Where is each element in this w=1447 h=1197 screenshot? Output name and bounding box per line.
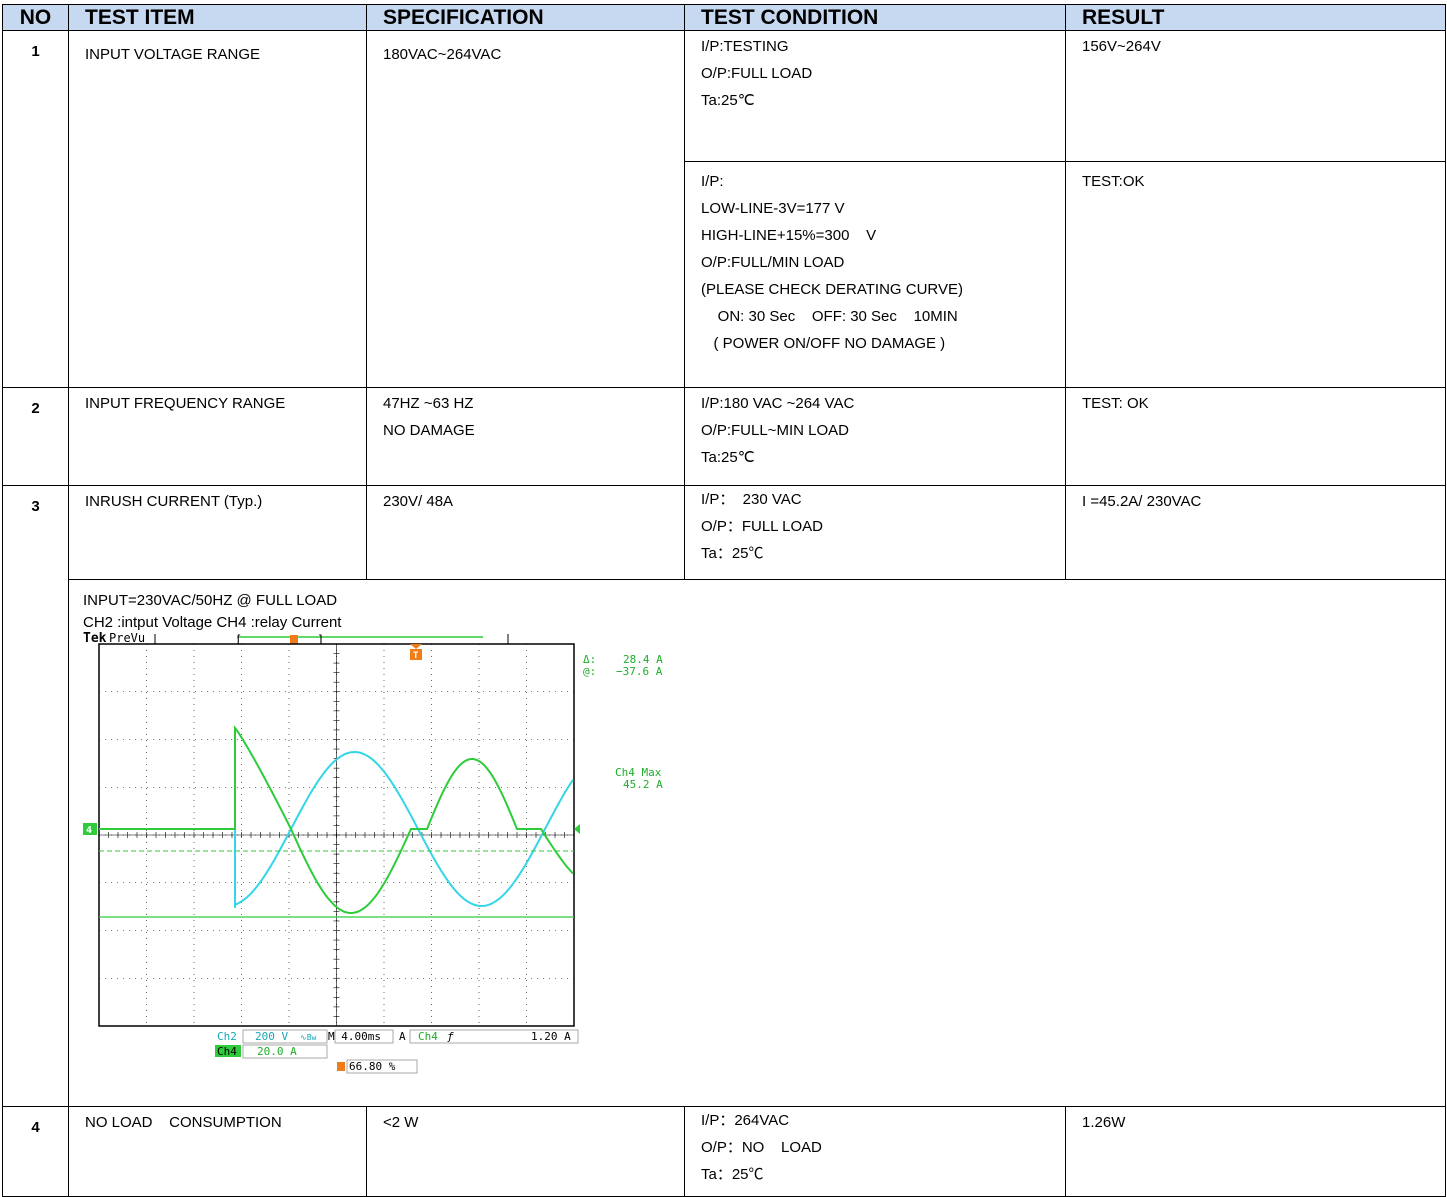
condition-cell: I/P： 230 VAC O/P：FULL LOAD Ta：25℃ (685, 486, 1066, 580)
ch2-scale: 200 V (255, 1030, 288, 1043)
condition-line: O/P：FULL LOAD (701, 513, 1049, 540)
cursor-at-label: @: (583, 665, 596, 678)
condition-line: Ta:25℃ (701, 87, 1049, 114)
row-number: 4 (3, 1107, 69, 1197)
specification-line: 47HZ ~63 HZ (383, 390, 668, 417)
scope-caption-channels: CH2 :intput Voltage CH4 :relay Current (83, 614, 1445, 632)
ch4-max-value: 45.2 A (623, 778, 663, 791)
condition-cell: I/P: LOW-LINE-3V=177 V HIGH-LINE+15%=300… (685, 162, 1066, 388)
header-test-item: TEST ITEM (69, 5, 367, 31)
specification-cell: 230V/ 48A (367, 486, 685, 580)
condition-line: I/P： 230 VAC (701, 486, 1049, 513)
ch2-coupling: ∿Bw (300, 1033, 317, 1042)
specification-line: 230V/ 48A (383, 488, 668, 515)
condition-line: O/P：NO LOAD (701, 1134, 1049, 1161)
trigger-position: 66.80 % (349, 1060, 396, 1073)
result-value: 1.26W (1082, 1109, 1429, 1136)
condition-line: O/P:FULL~MIN LOAD (701, 417, 1049, 444)
header-no: NO (3, 5, 69, 31)
table-row: 3 INRUSH CURRENT (Typ.) 230V/ 48A I/P： 2… (3, 486, 1446, 580)
result-cell: 156V~264V (1066, 31, 1446, 162)
condition-line: I/P: (701, 168, 1049, 195)
test-item-cell: INPUT VOLTAGE RANGE (69, 31, 367, 388)
trigger-position-icon (337, 1062, 345, 1071)
specification-cell: 180VAC~264VAC (367, 31, 685, 388)
scope-row: INPUT=230VAC/50HZ @ FULL LOAD CH2 :intpu… (3, 580, 1446, 1107)
header-result: RESULT (1066, 5, 1446, 31)
table-row: 1 INPUT VOLTAGE RANGE 180VAC~264VAC I/P:… (3, 31, 1446, 162)
row-number: 3 (3, 486, 69, 1107)
test-item-cell: INPUT FREQUENCY RANGE (69, 388, 367, 486)
test-item-cell: NO LOAD CONSUMPTION (69, 1107, 367, 1197)
condition-line: Ta：25℃ (701, 1161, 1049, 1188)
condition-line: O/P:FULL LOAD (701, 60, 1049, 87)
test-item: NO LOAD CONSUMPTION (85, 1109, 350, 1136)
test-item: INRUSH CURRENT (Typ.) (85, 488, 350, 515)
svg-text:4: 4 (86, 825, 92, 836)
header-specification: SPECIFICATION (367, 5, 685, 31)
condition-line: LOW-LINE-3V=177 V (701, 195, 1049, 222)
result-value: TEST:OK (1082, 168, 1429, 195)
condition-cell: I/P：264VAC O/P：NO LOAD Ta：25℃ (685, 1107, 1066, 1197)
result-value: TEST: OK (1082, 390, 1429, 417)
test-report-table: NO TEST ITEM SPECIFICATION TEST CONDITIO… (2, 4, 1446, 1197)
specification-line: <2 W (383, 1109, 668, 1136)
condition-line: Ta：25℃ (701, 540, 1049, 567)
condition-line: Ta:25℃ (701, 444, 1049, 471)
trigger-slope: ƒ (447, 1030, 454, 1043)
ch4-label: Ch4 (217, 1045, 237, 1058)
result-cell: TEST: OK (1066, 388, 1446, 486)
specification-cell: 47HZ ~63 HZ NO DAMAGE (367, 388, 685, 486)
trigger-channel: Ch4 (418, 1030, 438, 1043)
trigger-level-arrow (574, 824, 580, 834)
condition-line: I/P：264VAC (701, 1107, 1049, 1134)
table-row: 4 NO LOAD CONSUMPTION <2 W I/P：264VAC O/… (3, 1107, 1446, 1197)
trigger-position-marker (290, 635, 298, 644)
condition-line: ( POWER ON/OFF NO DAMAGE ) (701, 330, 1049, 357)
condition-line: I/P:TESTING (701, 33, 1049, 60)
header-test-condition: TEST CONDITION (685, 5, 1066, 31)
scope-cell: INPUT=230VAC/50HZ @ FULL LOAD CH2 :intpu… (69, 580, 1446, 1107)
result-value: I =45.2A/ 230VAC (1082, 488, 1429, 515)
row-number: 1 (3, 31, 69, 388)
result-cell: I =45.2A/ 230VAC (1066, 486, 1446, 580)
result-cell: 1.26W (1066, 1107, 1446, 1197)
condition-line: ON: 30 Sec OFF: 30 Sec 10MIN (701, 303, 1049, 330)
scope-screen: T (99, 644, 574, 1026)
specification-line: 180VAC~264VAC (383, 41, 668, 68)
oscilloscope-capture: Tek PreVu [ ] (83, 632, 683, 1077)
trigger-level: 1.20 A (531, 1030, 571, 1043)
timebase: M 4.00ms (328, 1030, 381, 1043)
svg-text:T: T (413, 651, 419, 661)
row-number: 2 (3, 388, 69, 486)
test-item-cell: INRUSH CURRENT (Typ.) (69, 486, 367, 580)
table-row: 2 INPUT FREQUENCY RANGE 47HZ ~63 HZ NO D… (3, 388, 1446, 486)
result-cell: TEST:OK (1066, 162, 1446, 388)
scope-mode: PreVu (109, 632, 145, 645)
condition-line: I/P:180 VAC ~264 VAC (701, 390, 1049, 417)
test-item: INPUT VOLTAGE RANGE (85, 41, 350, 68)
condition-line: HIGH-LINE+15%=300 V (701, 222, 1049, 249)
ch4-scale: 20.0 A (257, 1045, 297, 1058)
result-value: 156V~264V (1082, 33, 1429, 60)
ch2-label: Ch2 (217, 1030, 237, 1043)
trigger-mode: A (399, 1030, 406, 1043)
header-row: NO TEST ITEM SPECIFICATION TEST CONDITIO… (3, 5, 1446, 31)
condition-cell: I/P:180 VAC ~264 VAC O/P:FULL~MIN LOAD T… (685, 388, 1066, 486)
test-item: INPUT FREQUENCY RANGE (85, 390, 350, 417)
cursor-at-value: −37.6 A (616, 665, 663, 678)
condition-line: (PLEASE CHECK DERATING CURVE) (701, 276, 1049, 303)
condition-line: O/P:FULL/MIN LOAD (701, 249, 1049, 276)
specification-cell: <2 W (367, 1107, 685, 1197)
condition-cell: I/P:TESTING O/P:FULL LOAD Ta:25℃ (685, 31, 1066, 162)
specification-line: NO DAMAGE (383, 417, 668, 444)
scope-caption: INPUT=230VAC/50HZ @ FULL LOAD (83, 588, 1445, 614)
